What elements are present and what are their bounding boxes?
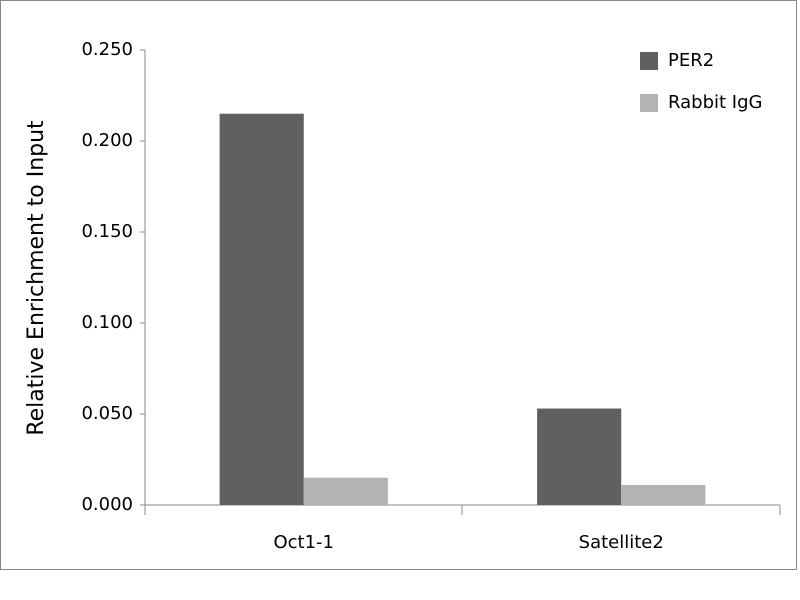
- y-tick-label: 0.000: [81, 494, 133, 515]
- bar: [303, 477, 388, 505]
- x-tick-label: Satellite2: [579, 532, 664, 553]
- chart-frame: [0, 0, 797, 570]
- legend-label: PER2: [668, 50, 714, 71]
- bar: [537, 408, 622, 505]
- legend-label: Rabbit IgG: [668, 92, 762, 113]
- y-axis-label: Relative Enrichment to Input: [24, 120, 49, 436]
- legend-swatch: [640, 52, 658, 70]
- x-tick-label: Oct1-1: [273, 532, 334, 553]
- y-tick-label: 0.250: [81, 39, 133, 60]
- y-tick-label: 0.200: [81, 130, 133, 151]
- bar: [621, 484, 706, 505]
- bar: [219, 113, 304, 505]
- legend-swatch: [640, 94, 658, 112]
- y-tick-label: 0.100: [81, 312, 133, 333]
- y-tick-label: 0.050: [81, 403, 133, 424]
- y-tick-label: 0.150: [81, 221, 133, 242]
